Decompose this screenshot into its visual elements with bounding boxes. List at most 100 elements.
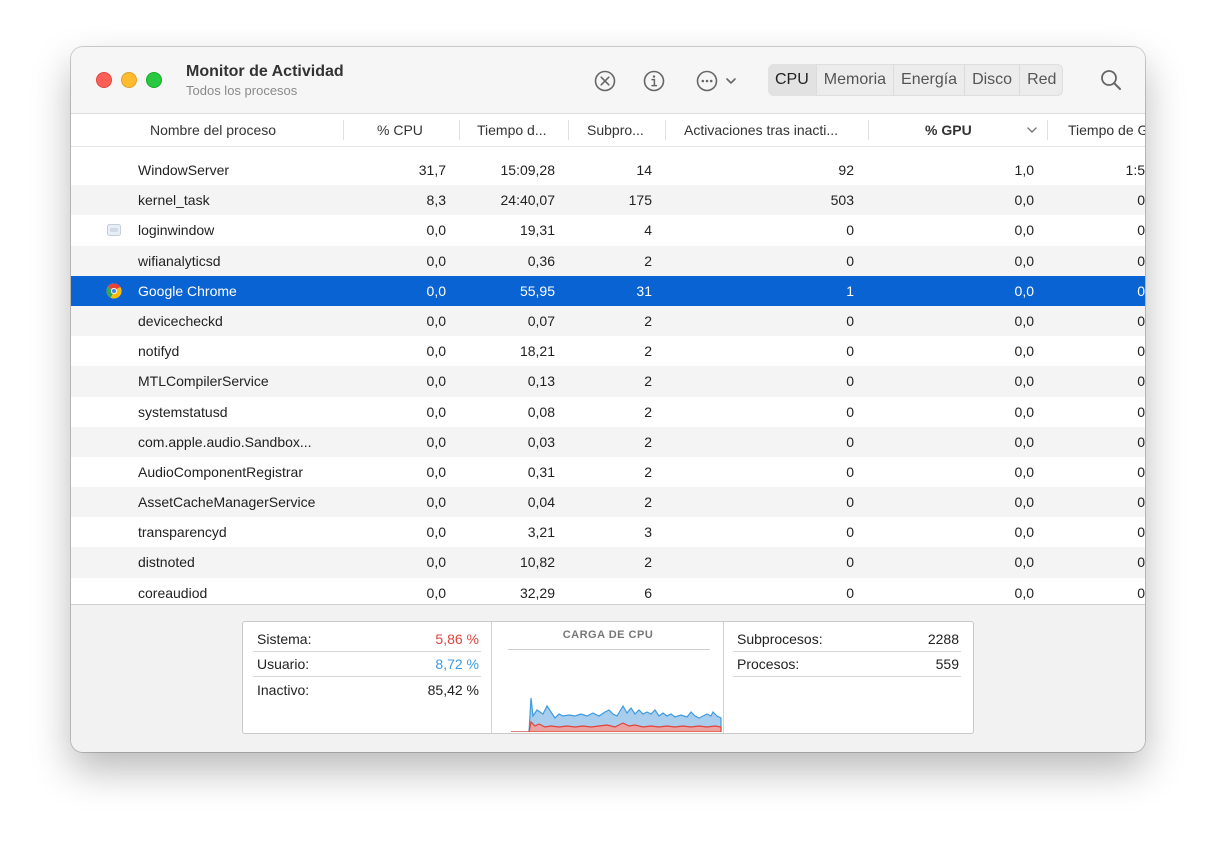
zoom-window-button[interactable] [146, 72, 162, 88]
cell-wakeups: 0 [846, 524, 854, 541]
cell-threads: 175 [628, 192, 652, 209]
search-icon[interactable] [1098, 67, 1124, 93]
table-row[interactable]: kernel_task 8,3 24:40,07 175 503 0,0 0 [71, 185, 1145, 216]
column-time[interactable]: Tiempo d... [477, 122, 547, 138]
cell-gpu: 0,0 [1014, 373, 1034, 390]
cell-time: 0,13 [527, 373, 555, 390]
cell-threads: 2 [644, 403, 652, 420]
sistema-load-area [511, 720, 722, 732]
cell-time: 19,31 [519, 222, 555, 239]
cell-wakeups: 0 [846, 584, 854, 601]
activity-monitor-window: Monitor de Actividad Todos los procesos … [71, 47, 1145, 752]
tab-disco[interactable]: Disco [964, 64, 1019, 96]
cell-time: 10,82 [519, 554, 555, 571]
cell-time: 0,08 [527, 403, 555, 420]
cell-name: AssetCacheManagerService [138, 494, 316, 511]
cell-gputime: 0 [1137, 373, 1145, 390]
cell-name: loginwindow [138, 222, 215, 239]
cell-threads: 2 [644, 373, 652, 390]
cell-time: 15:09,28 [500, 162, 556, 178]
cell-wakeups: 1 [846, 282, 854, 299]
table-row[interactable]: loginwindow 0,0 19,31 4 0 0,0 0 [71, 215, 1145, 245]
sort-chevron-down-icon [1027, 127, 1037, 133]
column-gpu-time[interactable]: Tiempo de G [1068, 122, 1145, 138]
cell-gpu: 0,0 [1014, 222, 1034, 239]
tab-cpu[interactable]: CPU [768, 64, 816, 96]
cell-name: kernel_task [138, 192, 210, 209]
tab-memoria[interactable]: Memoria [815, 64, 893, 96]
cell-gpu: 0,0 [1014, 403, 1034, 420]
table-row[interactable]: wifianalyticsd 0,0 0,36 2 0 0,0 0 [71, 245, 1145, 276]
ellipsis-circle-icon [696, 70, 718, 92]
usuario-label: Usuario: [257, 656, 310, 672]
cell-cpu: 0,0 [426, 554, 446, 571]
column-name[interactable]: Nombre del proceso [150, 122, 277, 138]
cell-gpu: 0,0 [1014, 463, 1034, 480]
cell-threads: 2 [644, 463, 652, 480]
cell-gpu: 1,0 [1014, 162, 1034, 178]
table-row[interactable]: devicecheckd 0,0 0,07 2 0 0,0 0 [71, 305, 1145, 337]
cell-gputime: 0 [1137, 433, 1145, 450]
column-wakeups[interactable]: Activaciones tras inacti... [684, 122, 839, 138]
table-row[interactable]: transparencyd 0,0 3,21 3 0 0,0 0 [71, 517, 1145, 547]
cell-threads: 2 [644, 343, 652, 360]
subprocesos-label: Subprocesos: [737, 631, 823, 647]
more-actions-button[interactable] [693, 67, 739, 95]
chevron-down-icon [726, 78, 736, 85]
cell-cpu: 0,0 [426, 222, 446, 239]
cell-cpu: 0,0 [426, 373, 446, 390]
cell-threads: 3 [644, 524, 652, 541]
cell-wakeups: 0 [846, 343, 854, 360]
table-header: Nombre del proceso % CPU Tiempo d... Sub… [71, 114, 1145, 147]
cell-gpu: 0,0 [1014, 192, 1034, 209]
cell-gputime: 0 [1137, 312, 1145, 329]
close-window-button[interactable] [96, 72, 112, 88]
cell-wakeups: 0 [846, 403, 854, 420]
stop-process-button[interactable] [591, 67, 619, 95]
cell-time: 32,29 [519, 584, 555, 601]
cell-threads: 2 [644, 312, 652, 329]
cell-gputime: 0 [1137, 403, 1145, 420]
cell-cpu: 8,3 [426, 192, 446, 209]
column-gpu[interactable]: % GPU [925, 122, 972, 138]
cell-gputime: 0 [1137, 282, 1145, 299]
table-row[interactable]: WindowServer 31,7 15:09,28 14 92 1,0 1:5 [71, 155, 1145, 185]
cell-gpu: 0,0 [1014, 554, 1034, 571]
cell-cpu: 31,7 [418, 162, 446, 178]
table-row[interactable]: AssetCacheManagerService 0,0 0,04 2 0 0,0 0 [71, 487, 1145, 518]
cell-name: coreaudiod [138, 584, 208, 601]
tab-red[interactable]: Red [1019, 64, 1063, 96]
cell-time: 0,36 [527, 252, 555, 269]
table-row[interactable]: Google Chrome 0,0 55,95 31 1 0,0 0 [71, 275, 1145, 306]
table-row[interactable]: com.apple.audio.Sandbox... 0,0 0,03 2 0 0,0 0 [71, 426, 1145, 457]
table-row[interactable]: coreaudiod 0,0 32,29 6 0 0,0 0 [71, 578, 1145, 605]
cell-threads: 2 [644, 494, 652, 511]
info-button[interactable] [640, 67, 668, 95]
cell-name: systemstatusd [138, 403, 228, 420]
column-threads[interactable]: Subpro... [587, 122, 644, 138]
cell-wakeups: 0 [846, 252, 854, 269]
cpu-load-chart-title: CARGA DE CPU [562, 629, 654, 641]
cell-cpu: 0,0 [426, 463, 446, 480]
cell-gputime: 0 [1137, 222, 1145, 239]
chrome-icon [106, 283, 122, 299]
table-row[interactable]: MTLCompilerService 0,0 0,13 2 0 0,0 0 [71, 366, 1145, 397]
procesos-value: 559 [935, 656, 959, 672]
table-row[interactable]: systemstatusd 0,0 0,08 2 0 0,0 0 [71, 397, 1145, 427]
cell-name: MTLCompilerService [138, 373, 269, 390]
minimize-window-button[interactable] [121, 72, 137, 88]
cell-cpu: 0,0 [426, 252, 446, 269]
cpu-summary-panel: Sistema: 5,86 % Usuario: 8,72 % Inactivo… [242, 621, 974, 734]
table-row[interactable]: AudioComponentRegistrar 0,0 0,31 2 0 0,0 0 [71, 457, 1145, 487]
table-row[interactable]: distnoted 0,0 10,82 2 0 0,0 0 [71, 547, 1145, 578]
cell-threads: 2 [644, 433, 652, 450]
cpu-load-chart [511, 697, 722, 732]
tab-energia[interactable]: Energía [893, 64, 964, 96]
cell-gputime: 0 [1137, 192, 1145, 209]
cell-threads: 4 [644, 222, 652, 239]
column-cpu[interactable]: % CPU [377, 122, 423, 138]
table-row[interactable]: notifyd 0,0 18,21 2 0 0,0 0 [71, 336, 1145, 366]
window-title: Monitor de Actividad [186, 63, 344, 80]
inactivo-label: Inactivo: [257, 682, 310, 698]
cell-wakeups: 0 [846, 222, 854, 239]
